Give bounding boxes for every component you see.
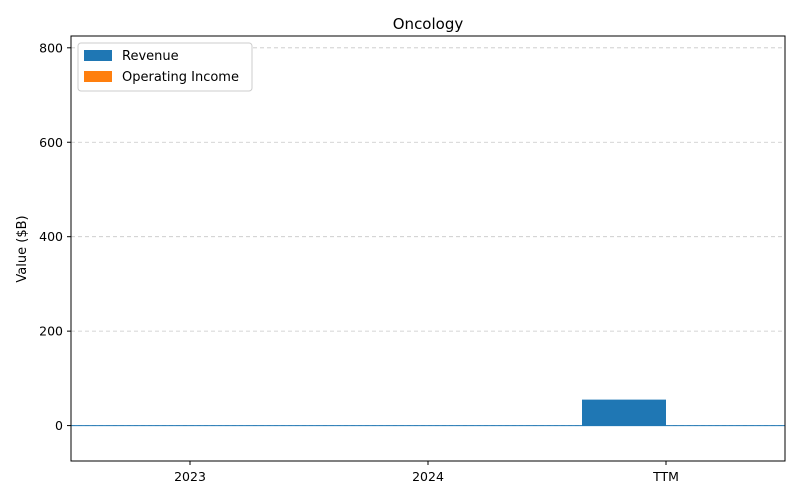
legend-swatch-operating-income xyxy=(84,71,112,82)
y-tick-label: 400 xyxy=(39,229,63,244)
legend-swatch-revenue xyxy=(84,50,112,61)
y-tick-label: 200 xyxy=(39,324,63,339)
legend-frame xyxy=(77,42,253,92)
bars xyxy=(582,399,666,426)
y-tick-label: 800 xyxy=(39,40,63,55)
y-tick-label: 0 xyxy=(55,418,63,433)
chart-title: Oncology xyxy=(393,15,464,33)
x-tick-label: 2023 xyxy=(174,469,206,484)
x-tick-label: TTM xyxy=(652,469,679,484)
plot-frame xyxy=(70,35,786,462)
gridlines xyxy=(71,47,785,426)
legend-label-operating-income: Operating Income xyxy=(122,70,239,85)
bar xyxy=(582,399,666,426)
axes: 0 200 400 600 800 2023 2024 TTM xyxy=(39,35,786,484)
x-tick-label: 2024 xyxy=(412,469,444,484)
y-tick-label: 600 xyxy=(39,135,63,150)
legend: Revenue Operating Income xyxy=(77,42,253,92)
legend-label-revenue: Revenue xyxy=(122,49,179,64)
y-axis-label: Value ($B) xyxy=(15,215,30,282)
